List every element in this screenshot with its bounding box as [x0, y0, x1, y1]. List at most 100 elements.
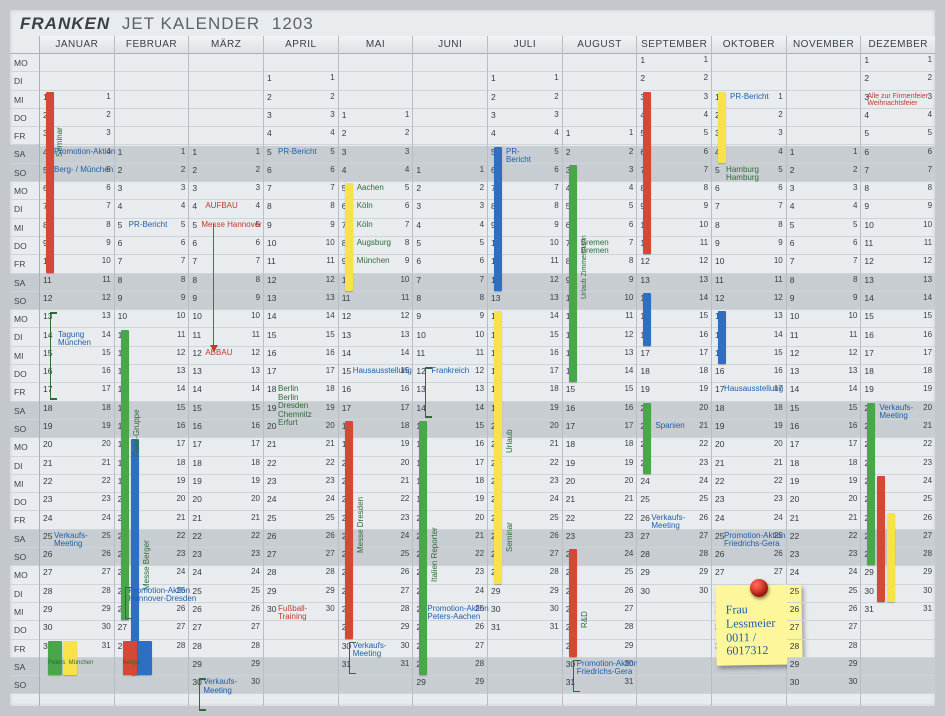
day-cell: [115, 72, 189, 90]
day-cell: 22: [413, 182, 487, 200]
event-strip: [494, 311, 502, 584]
day-cell: 1717: [563, 420, 637, 438]
month-header: APRIL: [264, 36, 338, 54]
event-strip: [123, 641, 137, 676]
day-cell: [563, 109, 637, 127]
day-cell: 99: [264, 219, 338, 237]
month-column: FEBRUAR112233445566778899101011111212131…: [115, 36, 190, 706]
weekday-label: SA: [10, 530, 39, 548]
day-cell: 2929: [413, 676, 487, 694]
day-cell: 2727: [264, 548, 338, 566]
calendar-grid: MODIMIDOFRSASOMODIMIDOFRSASOMODIMIDOFRSA…: [10, 36, 935, 706]
day-cell: 2424: [637, 475, 711, 493]
weekday-column: MODIMIDOFRSASOMODIMIDOFRSASOMODIMIDOFRSA…: [10, 36, 40, 706]
day-cell: 3131: [861, 603, 935, 621]
day-cell: [488, 676, 562, 694]
day-cell: 2020: [189, 493, 263, 511]
day-cell: 2020: [563, 475, 637, 493]
day-cell: 2222: [712, 475, 786, 493]
day-cell: 66: [115, 237, 189, 255]
day-cell: 2323: [40, 493, 114, 511]
day-cell: [264, 676, 338, 694]
day-cell: [115, 676, 189, 694]
day-cell: 66: [787, 237, 861, 255]
day-cell: 2626: [264, 530, 338, 548]
weekday-label: MI: [10, 347, 39, 365]
day-cell: 66: [189, 237, 263, 255]
day-cell: [115, 109, 189, 127]
day-cell: [339, 72, 413, 90]
day-cell: 2525: [189, 585, 263, 603]
push-pin-icon: [750, 579, 768, 597]
day-cell: [413, 54, 487, 72]
day-cell: 2828: [40, 585, 114, 603]
day-cell: 1616: [787, 420, 861, 438]
day-cell: [189, 109, 263, 127]
event-strip: [887, 513, 895, 603]
event-strip: [345, 183, 353, 291]
day-cell: 2929: [861, 566, 935, 584]
day-cell: 1818: [787, 457, 861, 475]
day-cell: 44: [264, 127, 338, 145]
day-cell: [787, 91, 861, 109]
day-cell: 99: [413, 310, 487, 328]
weekday-label: DO: [10, 365, 39, 383]
day-cell: 1212: [787, 347, 861, 365]
day-cell: 44: [339, 164, 413, 182]
weekday-label: SA: [10, 274, 39, 292]
day-cell: 1919: [637, 383, 711, 401]
month-header: AUGUST: [563, 36, 637, 54]
day-cell: [264, 621, 338, 639]
day-cell: [264, 658, 338, 676]
event-strip: [718, 92, 726, 163]
day-cell: 1111: [40, 274, 114, 292]
day-cell: 1717: [637, 347, 711, 365]
event-strip: [569, 165, 577, 383]
day-cell: [339, 91, 413, 109]
day-cell: 1010: [264, 237, 338, 255]
day-cell: 11: [413, 164, 487, 182]
day-cell: 1212: [40, 292, 114, 310]
day-cell: 77: [787, 255, 861, 273]
day-cell: 88: [264, 200, 338, 218]
weekday-label: SA: [10, 402, 39, 420]
day-cell: 33: [339, 146, 413, 164]
month-header: MÄRZ: [189, 36, 263, 54]
month-column: JULI112233445566778899101011111212131314…: [488, 36, 563, 706]
day-cell: 66: [712, 182, 786, 200]
day-cell: 2626: [189, 603, 263, 621]
day-cell: 2626: [637, 512, 711, 530]
day-cell: [189, 91, 263, 109]
day-cell: 99: [189, 292, 263, 310]
day-cell: 77: [861, 164, 935, 182]
weekday-label: SO: [10, 420, 39, 438]
day-cell: 1717: [712, 383, 786, 401]
month-header: JULI: [488, 36, 562, 54]
day-cell: 11: [861, 54, 935, 72]
day-cell: [637, 676, 711, 694]
day-cell: 1515: [339, 365, 413, 383]
day-cell: 88: [115, 274, 189, 292]
day-cell: 2929: [488, 585, 562, 603]
day-cell: 1515: [861, 310, 935, 328]
day-cell: 2222: [189, 530, 263, 548]
day-cell: 88: [712, 219, 786, 237]
day-cell: 11: [563, 127, 637, 145]
day-cell: 22: [339, 127, 413, 145]
day-cell: 77: [189, 255, 263, 273]
day-cell: [488, 658, 562, 676]
bracket-annotation: [199, 678, 205, 711]
day-cell: 1818: [40, 402, 114, 420]
weekday-label: MI: [10, 91, 39, 109]
day-cell: 1313: [264, 292, 338, 310]
day-cell: 1515: [787, 402, 861, 420]
day-cell: [339, 676, 413, 694]
month-header: NOVEMBER: [787, 36, 861, 54]
day-cell: 2424: [712, 512, 786, 530]
day-cell: 1717: [189, 438, 263, 456]
day-cell: 99: [787, 292, 861, 310]
day-cell: 2323: [189, 548, 263, 566]
day-cell: [787, 127, 861, 145]
day-cell: 66: [264, 164, 338, 182]
weekday-label: DI: [10, 457, 39, 475]
